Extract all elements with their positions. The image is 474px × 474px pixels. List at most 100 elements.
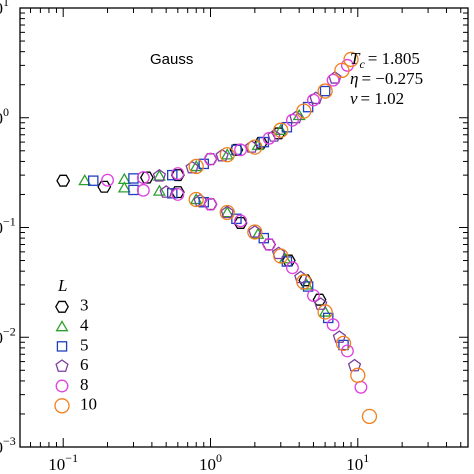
data-point — [343, 51, 359, 68]
data-point — [101, 173, 114, 187]
x-tick-label-exponent: 1 — [363, 451, 369, 465]
parameter-value: = 1.805 — [368, 49, 420, 68]
data-point — [171, 188, 185, 201]
parameter: Tc = 1.805 — [350, 49, 420, 71]
legend-marker — [55, 359, 69, 372]
y-tick-label-exponent: 0 — [3, 105, 9, 119]
parameter-symbol: T — [350, 49, 361, 68]
legend-label: 3 — [80, 296, 89, 315]
parameter-subscript: c — [359, 57, 365, 71]
data-point — [189, 192, 203, 205]
data-point — [271, 246, 286, 260]
data-point — [220, 205, 234, 219]
data-point — [204, 152, 217, 166]
legend-label: 8 — [80, 375, 89, 394]
legend-label: 5 — [80, 335, 89, 354]
data-point — [274, 123, 288, 135]
data-point — [296, 103, 312, 119]
y-tick-label-base: 10 — [0, 438, 3, 457]
parameter: ν = 1.02 — [350, 89, 404, 108]
data-point — [326, 318, 340, 332]
y-tick-label-base: 10 — [0, 218, 3, 237]
data-point — [152, 169, 166, 181]
x-tick-label: 10−1 — [48, 451, 78, 474]
data-point — [318, 305, 332, 317]
data-point — [167, 188, 178, 199]
x-tick-label: 101 — [346, 451, 369, 474]
legend-marker — [55, 300, 69, 313]
data-point — [247, 224, 263, 240]
data-point — [262, 238, 276, 251]
legend-label: 10 — [80, 395, 97, 414]
data-point — [234, 143, 248, 157]
data-point — [215, 148, 229, 162]
y-tick-label-exponent: 1 — [3, 0, 9, 9]
data-point — [78, 174, 92, 186]
data-point — [152, 184, 166, 196]
y-tick-label-base: 10 — [0, 109, 3, 128]
data-point — [128, 184, 139, 196]
data-point — [88, 175, 99, 186]
data-point — [220, 205, 234, 218]
data-point — [97, 180, 112, 193]
data-point — [340, 58, 354, 72]
y-tick-label-exponent: −3 — [3, 434, 16, 448]
legend-title: L — [57, 276, 67, 295]
data-point — [317, 83, 333, 99]
data-point — [285, 113, 299, 127]
data-point — [347, 358, 362, 372]
legend-marker — [54, 398, 70, 414]
y-tick-label-base: 10 — [0, 328, 3, 347]
data-point — [188, 158, 204, 175]
data-point — [220, 148, 234, 160]
x-tick-label-base: 10 — [199, 455, 216, 474]
data-point — [234, 214, 248, 228]
data-point — [350, 367, 366, 383]
data-point — [219, 204, 235, 221]
data-point — [244, 140, 259, 153]
data-point — [292, 108, 306, 121]
data-point — [139, 171, 154, 184]
parameter-value: = 1.02 — [361, 89, 405, 108]
parameter: η = −0.275 — [350, 69, 423, 88]
data-point — [326, 73, 340, 87]
legend-label: 4 — [80, 316, 89, 335]
data-point — [204, 197, 217, 211]
data-point — [332, 330, 347, 343]
data-point — [171, 167, 185, 181]
x-tick-label-base: 10 — [48, 455, 65, 474]
data-point — [296, 274, 312, 290]
data-point — [340, 344, 354, 358]
data-point — [273, 122, 289, 138]
x-tick-label: 100 — [199, 451, 222, 474]
data-point — [251, 138, 265, 151]
legend-marker — [55, 379, 69, 393]
y-tick-label-base: 10 — [0, 0, 3, 18]
x-tick-label-exponent: 0 — [216, 451, 222, 465]
legend-label: 6 — [80, 355, 89, 374]
data-point — [248, 224, 262, 238]
y-tick-label: 101 — [0, 0, 9, 18]
data-point — [219, 147, 235, 163]
data-point — [335, 335, 352, 351]
data-point — [334, 62, 350, 79]
data-point — [354, 380, 368, 394]
x-tick-label-base: 10 — [346, 455, 363, 474]
data-point — [314, 297, 328, 310]
y-tick-label-exponent: −2 — [3, 324, 16, 338]
data-point — [56, 174, 71, 187]
data-point — [307, 93, 320, 107]
data-point — [247, 139, 263, 155]
legend-marker — [55, 320, 69, 332]
data-point — [309, 91, 323, 105]
x-tick-label-exponent: −1 — [65, 451, 78, 465]
data-point — [361, 408, 378, 425]
y-tick-label: 10−1 — [0, 214, 16, 237]
data-point — [285, 261, 299, 275]
data-point — [231, 213, 242, 225]
parameter-value: = −0.275 — [361, 69, 423, 88]
data-point — [262, 131, 276, 145]
y-tick-label: 10−3 — [0, 434, 16, 457]
data-point — [136, 171, 150, 185]
